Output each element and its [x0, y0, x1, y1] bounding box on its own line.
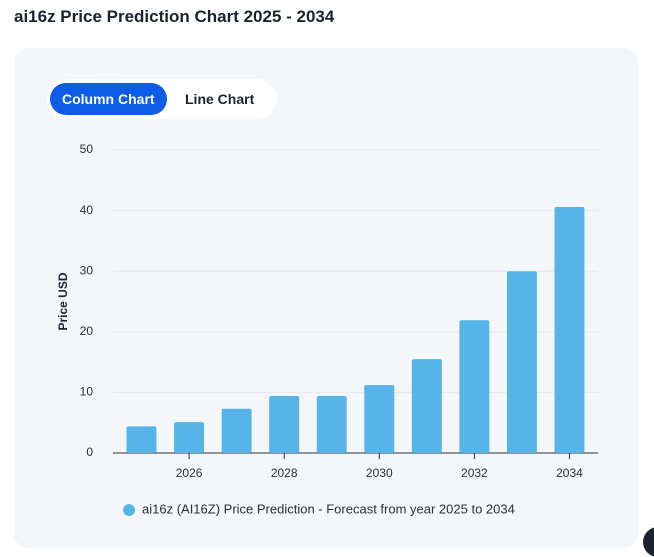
bar [221, 408, 252, 453]
x-tick-label: 2032 [461, 466, 488, 480]
y-axis-label: Price USD [56, 272, 70, 330]
y-tick-label: 30 [80, 263, 94, 277]
bar [316, 396, 347, 453]
y-tick-label: 10 [80, 385, 94, 399]
y-tick-label: 20 [80, 324, 94, 338]
bar [459, 320, 490, 453]
bar [269, 396, 300, 453]
page: {"header": {"title": "ai16z Price Predic… [14, 7, 654, 557]
x-tick-label: 2034 [556, 466, 583, 480]
bar [411, 359, 442, 453]
y-tick-label: 50 [80, 142, 94, 156]
bar [364, 385, 395, 453]
y-tick-label: 40 [80, 203, 94, 217]
page-title: ai16z Price Prediction Chart 2025 - 2034 [14, 7, 335, 26]
x-tick-label: 2030 [366, 466, 393, 480]
x-tick-label: 2028 [271, 466, 298, 480]
bar [126, 426, 157, 453]
bar [174, 422, 205, 453]
bar [554, 206, 585, 453]
chart-toggle: Column Chart Line Chart [47, 79, 277, 119]
tab-button[interactable]: Line Chart [185, 91, 255, 107]
x-tick-label: 2026 [176, 466, 203, 480]
bar [506, 271, 537, 453]
y-tick-label: 0 [86, 445, 93, 459]
tab-button[interactable]: Column Chart [50, 83, 167, 115]
legend-label: ai16z (AI16Z) Price Prediction - Forecas… [142, 501, 515, 516]
legend-swatch [123, 504, 135, 516]
